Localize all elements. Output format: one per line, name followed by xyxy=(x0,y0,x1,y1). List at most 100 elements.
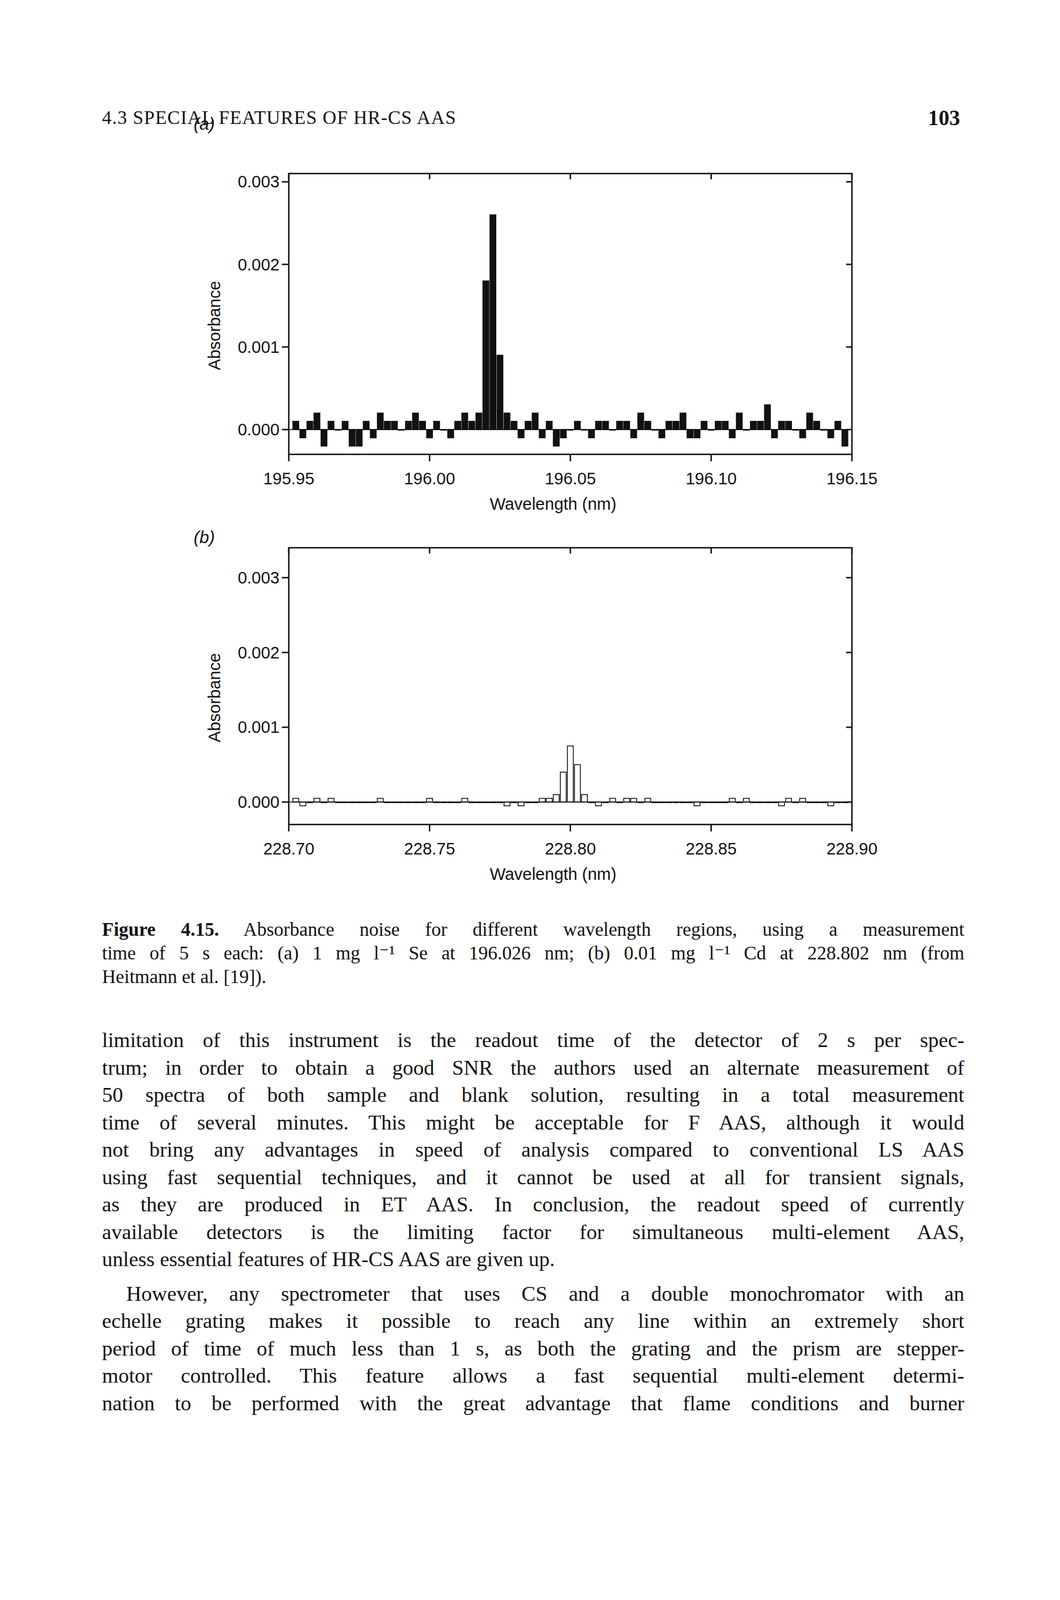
baseline xyxy=(288,801,852,803)
bars xyxy=(292,745,848,806)
y-axis-label: Absorbance xyxy=(205,280,224,371)
page-number: 103 xyxy=(928,105,961,131)
bar xyxy=(827,429,834,438)
x-tick xyxy=(288,173,290,180)
bar xyxy=(813,421,820,430)
y-tick xyxy=(846,576,852,579)
panel-label: (b) xyxy=(193,527,215,547)
x-tick-label: 196.10 xyxy=(685,469,737,488)
bar xyxy=(588,429,595,438)
y-tick xyxy=(846,180,852,183)
bar xyxy=(785,798,792,802)
x-tick xyxy=(710,454,713,462)
bar xyxy=(299,429,306,438)
bar xyxy=(595,801,602,806)
y-tick xyxy=(846,651,852,654)
panel-label: (a) xyxy=(193,114,215,134)
bar xyxy=(496,355,503,430)
paragraph: However, any spectrometer that uses CS a… xyxy=(102,1279,965,1417)
bar xyxy=(426,798,433,802)
bar xyxy=(722,421,728,430)
x-tick xyxy=(851,547,854,554)
x-tick xyxy=(288,824,290,832)
bar xyxy=(292,421,299,430)
bar xyxy=(806,412,813,430)
bar xyxy=(307,421,313,430)
bar xyxy=(518,801,524,806)
bar xyxy=(461,798,468,802)
bar xyxy=(447,429,454,438)
bar xyxy=(736,412,742,430)
bar xyxy=(321,429,327,447)
bar xyxy=(461,412,468,430)
bar xyxy=(757,421,764,430)
bar xyxy=(827,801,834,806)
caption-label: Figure 4.15. xyxy=(102,918,220,940)
bar xyxy=(842,429,848,447)
bar xyxy=(503,412,510,430)
x-tick xyxy=(851,824,854,832)
bar xyxy=(595,421,602,430)
bar xyxy=(687,429,693,438)
bar xyxy=(644,798,651,802)
bar xyxy=(567,745,573,802)
bar xyxy=(778,801,785,806)
figure: (a)0.0000.0010.0020.003195.95196.00196.0… xyxy=(0,0,1060,900)
y-tick xyxy=(281,576,289,579)
bars xyxy=(292,214,848,447)
bar xyxy=(750,421,757,430)
bar xyxy=(405,421,412,430)
bar xyxy=(553,794,560,802)
bar xyxy=(673,421,679,430)
y-tick xyxy=(281,263,289,266)
x-tick xyxy=(710,173,713,180)
x-tick xyxy=(428,824,431,832)
text-line: motor controlled. This feature allows a … xyxy=(102,1361,965,1390)
bar xyxy=(616,421,623,430)
bar xyxy=(574,421,581,430)
bar xyxy=(638,412,644,430)
body-text: limitation of this instrument is the rea… xyxy=(102,1025,965,1417)
plot-frame xyxy=(288,173,852,455)
bar xyxy=(546,421,553,430)
y-tick xyxy=(846,263,852,266)
text-line: not bring any advantages in speed of ana… xyxy=(102,1135,965,1164)
text-line: unless essential features of HR-CS AAS a… xyxy=(102,1245,965,1273)
bar xyxy=(785,421,792,430)
x-tick xyxy=(428,173,431,180)
text-line: trum; in order to obtain a good SNR the … xyxy=(102,1053,965,1082)
bar xyxy=(370,429,376,438)
y-tick xyxy=(846,346,852,349)
x-tick-label: 228.75 xyxy=(404,839,456,858)
bar xyxy=(729,798,735,802)
bar xyxy=(412,412,419,430)
bar xyxy=(623,421,630,430)
bar xyxy=(377,798,384,802)
bar xyxy=(560,771,567,802)
bar xyxy=(342,421,349,430)
bar xyxy=(314,798,320,802)
bar xyxy=(574,764,581,802)
x-tick xyxy=(851,173,854,180)
x-tick xyxy=(288,547,290,554)
x-tick-label: 228.70 xyxy=(263,839,315,858)
caption-text: Absorbance noise for different wavelengt… xyxy=(243,918,965,940)
x-tick xyxy=(288,454,290,462)
y-tick-label: 0.001 xyxy=(237,717,280,737)
y-tick xyxy=(281,801,289,803)
bar xyxy=(299,801,306,806)
x-tick-label: 228.80 xyxy=(544,839,596,858)
bar xyxy=(834,421,841,430)
y-tick-label: 0.002 xyxy=(237,643,280,662)
bar xyxy=(419,421,426,430)
text-line: 50 spectra of both sample and blank solu… xyxy=(102,1080,965,1109)
chart: (b)0.0000.0010.0020.003228.70228.75228.8… xyxy=(193,527,878,884)
bar xyxy=(764,404,771,430)
bar xyxy=(799,798,806,802)
bar xyxy=(314,412,320,430)
bar xyxy=(327,798,334,802)
y-tick xyxy=(281,180,289,183)
x-axis-label: Wavelength (nm) xyxy=(489,864,617,884)
plot-frame xyxy=(288,547,852,825)
bar xyxy=(363,421,369,430)
